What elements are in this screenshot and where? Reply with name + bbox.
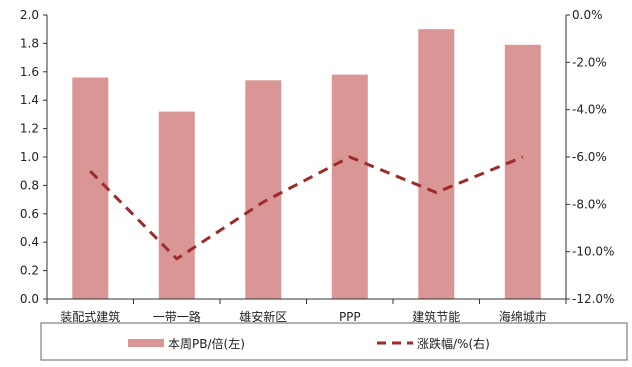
left-tick-label-9: 1.8 — [20, 36, 39, 50]
left-tick-label-1: 0.2 — [20, 264, 39, 278]
legend-bar-label: 本周PB/倍(左) — [168, 336, 245, 351]
category-label-4: 建筑节能 — [412, 309, 460, 324]
right-tick-label-3: -6.0% — [572, 150, 607, 164]
right-tick-label-4: -4.0% — [572, 103, 607, 117]
left-tick-label-3: 0.6 — [20, 207, 39, 221]
bar-5 — [505, 45, 541, 299]
left-tick-label-10: 2.0 — [20, 8, 39, 22]
right-tick-label-1: -10.0% — [572, 245, 614, 259]
bar-0 — [72, 78, 108, 300]
legend: 本周PB/倍(左) 涨跌幅/%(右) — [41, 323, 627, 360]
right-tick-label-2: -8.0% — [572, 197, 607, 211]
legend-line-label: 涨跌幅/%(右) — [417, 336, 490, 351]
left-tick-label-8: 1.6 — [20, 65, 39, 79]
right-tick-label-6: 0.0% — [572, 8, 603, 22]
category-label-1: 一带一路 — [153, 309, 201, 324]
series-line-change — [90, 157, 523, 259]
right-tick-label-0: -12.0% — [572, 292, 614, 306]
left-tick-label-6: 1.2 — [20, 122, 39, 136]
right-tick-label-5: -2.0% — [572, 55, 607, 69]
legend-bar-swatch — [128, 339, 164, 347]
category-label-2: 雄安新区 — [239, 309, 287, 324]
line-layer — [90, 157, 523, 259]
bars-layer — [72, 29, 541, 299]
category-label-3: PPP — [339, 310, 361, 324]
category-label-5: 海绵城市 — [499, 309, 547, 324]
bar-3 — [332, 75, 368, 299]
category-label-0: 装配式建筑 — [60, 309, 120, 324]
bar-4 — [418, 29, 454, 299]
left-tick-label-0: 0.0 — [20, 292, 39, 306]
left-tick-label-7: 1.4 — [20, 93, 39, 107]
left-tick-label-5: 1.0 — [20, 150, 39, 164]
left-tick-label-2: 0.4 — [20, 235, 39, 249]
left-tick-label-4: 0.8 — [20, 178, 39, 192]
bar-2 — [245, 80, 281, 299]
bar-1 — [159, 112, 195, 299]
